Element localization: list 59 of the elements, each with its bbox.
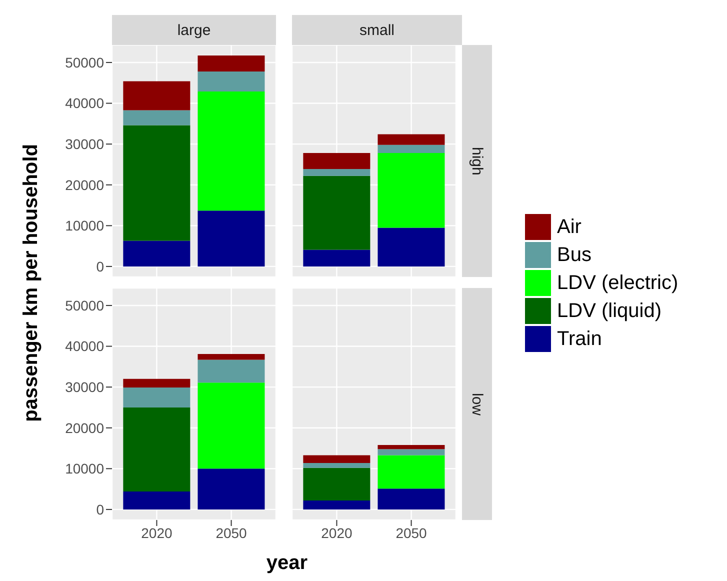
bar — [378, 153, 445, 228]
bar — [378, 488, 445, 510]
bar — [303, 153, 370, 169]
x-tick-label: 2020 — [321, 524, 353, 541]
bar — [198, 468, 265, 510]
legend-label: Bus — [557, 244, 592, 266]
y-tick-label: 50000 — [65, 297, 104, 314]
bar — [123, 125, 190, 241]
bar — [123, 387, 190, 408]
bar — [378, 144, 445, 154]
y-tick-label: 40000 — [65, 95, 104, 112]
legend-label: Air — [557, 216, 582, 238]
legend-label: Train — [557, 328, 602, 350]
bar — [198, 71, 265, 92]
y-tick-label: 10000 — [65, 460, 104, 477]
bar — [303, 176, 370, 250]
bar — [303, 468, 370, 500]
chart-title: large — [177, 22, 211, 38]
bar — [198, 382, 265, 469]
y-tick-label: 20000 — [65, 176, 104, 193]
y-tick-label: 40000 — [65, 338, 104, 354]
bar — [123, 110, 190, 126]
bar — [123, 81, 190, 110]
legend-label: LDV (electric) — [557, 272, 678, 294]
y-tick-label: 20000 — [65, 420, 104, 436]
bar — [198, 354, 265, 360]
chart-title: small — [359, 22, 394, 38]
bar — [303, 250, 370, 266]
y-tick-label: 30000 — [65, 379, 104, 396]
bar — [378, 445, 445, 450]
bar — [303, 462, 370, 468]
bar — [198, 56, 265, 72]
bar — [378, 455, 445, 489]
bar — [378, 449, 445, 456]
x-tick-label: 2050 — [216, 524, 248, 541]
bar — [198, 91, 265, 211]
x-axis-title: year — [265, 552, 309, 575]
y2-axis-title: low — [468, 392, 486, 416]
x-tick-label: 2020 — [141, 524, 173, 541]
bar — [123, 407, 190, 492]
y-axis-title: passenger km per household — [20, 144, 42, 422]
bar — [123, 378, 190, 388]
y-tick-label: 30000 — [65, 136, 104, 152]
bar — [303, 168, 370, 176]
bar — [303, 455, 370, 463]
bar — [378, 134, 445, 145]
bar — [198, 360, 265, 383]
legend-label: LDV (liquid) — [557, 300, 662, 322]
bar — [378, 228, 445, 266]
y-tick-label: 50000 — [65, 54, 104, 70]
bar — [123, 492, 190, 510]
bar — [198, 210, 265, 266]
y-tick-label: 10000 — [65, 218, 104, 234]
y-tick-label: 0 — [96, 258, 104, 274]
bar — [123, 240, 190, 266]
x-tick-label: 2050 — [396, 524, 428, 541]
y-tick-label: 0 — [96, 501, 104, 518]
bar — [303, 500, 370, 510]
y2-axis-title: high — [468, 146, 486, 176]
